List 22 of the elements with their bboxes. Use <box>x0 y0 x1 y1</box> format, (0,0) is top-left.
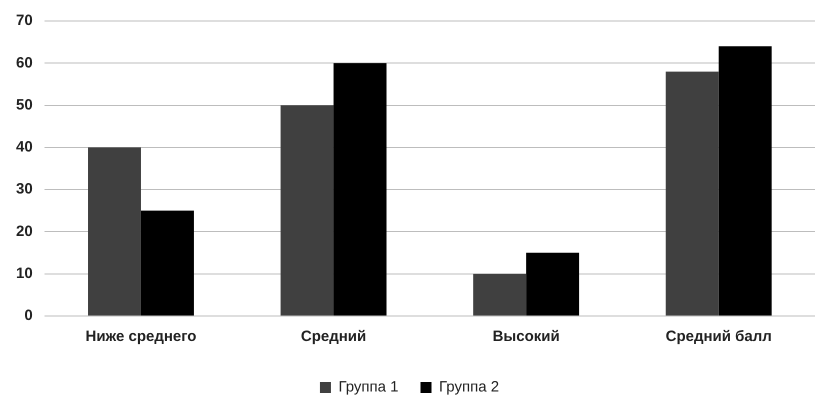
y-tick-label: 30 <box>16 180 33 198</box>
legend-label: Группа 1 <box>338 378 399 396</box>
y-tick-label: 70 <box>16 12 33 30</box>
y-tick-label: 50 <box>16 96 33 114</box>
x-tick-label: Ниже среднего <box>85 328 196 346</box>
y-tick-label: 40 <box>16 138 33 156</box>
x-tick-label: Средний балл <box>666 328 772 346</box>
legend-label: Группа 2 <box>439 378 500 396</box>
bar <box>526 252 580 316</box>
bar <box>280 105 334 316</box>
bar <box>718 46 772 316</box>
x-tick-label: Высокий <box>492 328 560 346</box>
bar <box>666 72 719 316</box>
bar <box>88 147 141 316</box>
bar <box>334 63 387 316</box>
y-tick-label: 20 <box>16 222 33 240</box>
y-tick-label: 60 <box>16 54 33 72</box>
y-tick-label: 0 <box>24 307 33 324</box>
y-tick-label: 10 <box>16 265 33 282</box>
x-tick-label: Средний <box>300 328 366 346</box>
bar <box>140 210 194 316</box>
bar <box>473 274 526 316</box>
